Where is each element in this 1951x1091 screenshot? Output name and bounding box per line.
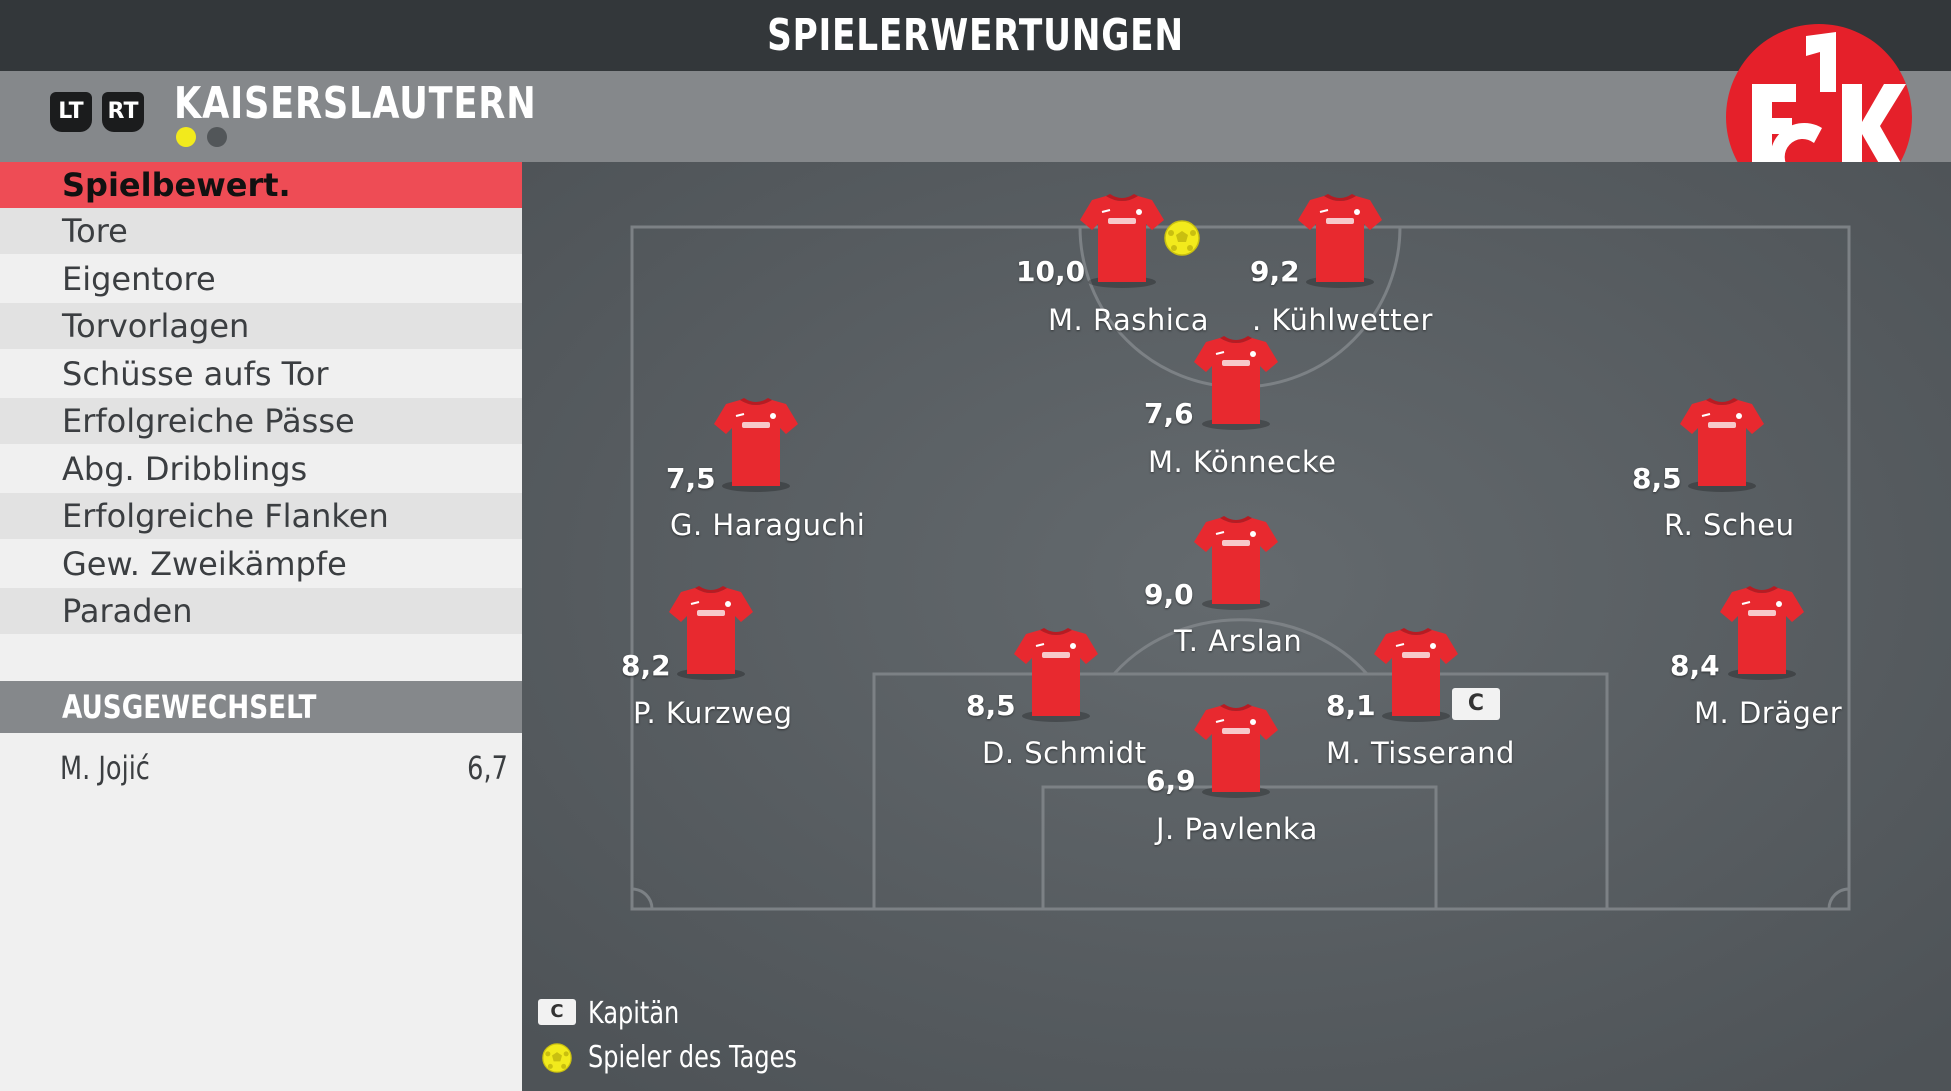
player-name: D. Schmidt [982, 736, 1147, 770]
menu-item-paesse[interactable]: Erfolgreiche Pässe [0, 398, 522, 444]
legend-captain-label: Kapitän [588, 996, 680, 1031]
player-name: . Kühlwetter [1252, 303, 1433, 337]
player-rating: 7,6 [1144, 397, 1194, 430]
shirt-icon [1296, 190, 1384, 290]
player-rating: 7,5 [666, 462, 716, 495]
menu-item-torvorlagen[interactable]: Torvorlagen [0, 303, 522, 349]
menu-item-paraden[interactable]: Paraden [0, 588, 522, 634]
player-rating: 10,0 [1016, 255, 1086, 288]
team-name: KAISERSLAUTERN [174, 78, 537, 129]
shirt-icon [1718, 582, 1806, 682]
menu-item-tore[interactable]: Tore [0, 208, 522, 254]
player-rating: 8,2 [621, 649, 671, 682]
substitute-row[interactable]: M. Jojić 6,7 [0, 745, 522, 791]
player-name: M. Könnecke [1148, 445, 1337, 479]
player-rating: 8,4 [1670, 649, 1720, 682]
shirt-icon [712, 394, 800, 494]
substitute-name: M. Jojić [60, 749, 150, 787]
substitute-rating: 6,7 [467, 749, 508, 787]
shirt-icon [1192, 512, 1280, 612]
shirt-icon [1012, 624, 1100, 724]
player-name: J. Pavlenka [1156, 812, 1318, 846]
pitch-lines [522, 162, 1951, 1091]
player-rating: 8,1 [1326, 689, 1376, 722]
title-bar [0, 0, 1951, 71]
menu-item-schuesse[interactable]: Schüsse aufs Tor [62, 355, 329, 393]
player-of-the-day-icon [1164, 220, 1200, 256]
player-rating: 9,0 [1144, 578, 1194, 611]
substitutes-heading: AUSGEWECHSELT [0, 681, 522, 733]
player-rating: 8,5 [1632, 462, 1682, 495]
team-page-indicator-active [176, 127, 196, 147]
menu-item-eigentore[interactable]: Eigentore [62, 260, 216, 298]
captain-icon: C [538, 999, 576, 1025]
lt-button[interactable]: LT [50, 92, 92, 132]
shirt-icon [667, 582, 755, 682]
team-page-indicator [207, 127, 227, 147]
substitutes-heading-label: AUSGEWECHSELT [62, 688, 317, 726]
captain-badge: C [1452, 688, 1500, 720]
player-name: M. Rashica [1048, 303, 1210, 337]
shirt-icon [1678, 394, 1766, 494]
shirt-icon [1372, 624, 1460, 724]
team-header [0, 71, 1951, 162]
player-of-the-day-icon [542, 1043, 572, 1073]
shirt-icon [1192, 332, 1280, 432]
menu-item-zweikaempfe[interactable]: Gew. Zweikämpfe [62, 545, 347, 583]
player-name: P. Kurzweg [633, 696, 793, 730]
page-title: SPIELERWERTUNGEN [767, 10, 1184, 61]
pitch [522, 162, 1951, 1091]
shirt-icon [1192, 700, 1280, 800]
player-rating: 6,9 [1146, 764, 1196, 797]
player-rating: 8,5 [966, 689, 1016, 722]
legend-potm-label: Spieler des Tages [588, 1040, 797, 1075]
rt-button[interactable]: RT [102, 92, 144, 132]
menu-item-flanken[interactable]: Erfolgreiche Flanken [0, 493, 522, 539]
player-name: R. Scheu [1664, 508, 1795, 542]
menu-item-spielbewert[interactable]: Spielbewert. [0, 162, 522, 208]
player-name: M. Dräger [1694, 696, 1843, 730]
player-name: G. Haraguchi [670, 508, 866, 542]
menu-item-dribblings[interactable]: Abg. Dribblings [62, 450, 308, 488]
player-name: M. Tisserand [1326, 736, 1515, 770]
player-name: T. Arslan [1174, 624, 1303, 658]
player-rating: 9,2 [1250, 255, 1300, 288]
shirt-icon [1078, 190, 1166, 290]
